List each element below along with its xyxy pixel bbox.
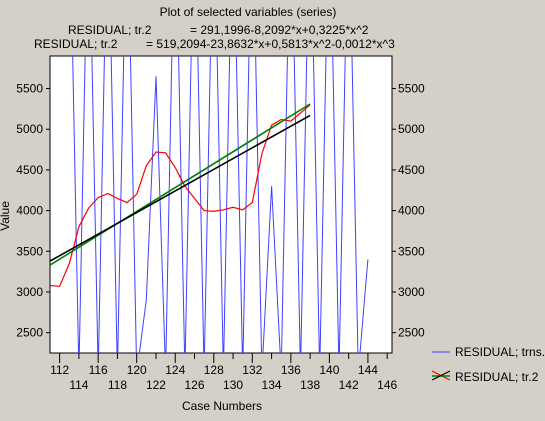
- x-tick-label-130: 130: [223, 378, 243, 392]
- y-tick-label-left-3500: 3500: [16, 244, 43, 258]
- series-line-1: [72, 56, 369, 353]
- y-tick-label-left-4000: 4000: [16, 204, 43, 218]
- x-tick-label-122: 122: [146, 378, 166, 392]
- x-tick-label-136: 136: [281, 363, 301, 377]
- legend-label-trns: RESIDUAL; trns.: [455, 345, 545, 359]
- y-axis-label: Value: [0, 201, 12, 231]
- y-tick-label-right-5000: 5000: [398, 122, 425, 136]
- equation-1-formula: = 291,1996-8,2092*x+0,3225*x^2: [190, 23, 369, 37]
- equation-2-formula: = 519,2094-23,8632*x+0,5813*x^2-0,0012*x…: [146, 37, 395, 51]
- legend: RESIDUAL; trns. RESIDUAL; tr.2: [431, 345, 545, 384]
- x-axis-label: Case Numbers: [182, 399, 262, 413]
- x-tick-label-140: 140: [319, 363, 339, 377]
- equation-2-label: RESIDUAL; tr.2: [34, 37, 118, 51]
- equation-1-label: RESIDUAL; tr.2: [68, 23, 152, 37]
- x-tick-label-112: 112: [50, 363, 69, 377]
- y-tick-label-left-5500: 5500: [16, 82, 43, 96]
- x-tick-label-126: 126: [184, 378, 204, 392]
- x-tick-label-120: 120: [127, 363, 147, 377]
- y-tick-label-right-4500: 4500: [398, 163, 425, 177]
- x-tick-label-142: 142: [339, 378, 359, 392]
- legend-label-tr2: RESIDUAL; tr.2: [455, 370, 539, 384]
- x-tick-label-138: 138: [300, 378, 320, 392]
- x-tick-label-144: 144: [358, 363, 378, 377]
- chart-title: Plot of selected variables (series): [160, 5, 337, 19]
- x-tick-label-134: 134: [262, 378, 282, 392]
- series-line-3: [50, 103, 311, 266]
- x-tick-label-132: 132: [242, 363, 262, 377]
- y-tick-label-right-2500: 2500: [398, 326, 425, 340]
- y-tick-label-right-4000: 4000: [398, 204, 425, 218]
- x-tick-label-116: 116: [89, 363, 108, 377]
- y-tick-label-right-3500: 3500: [398, 244, 425, 258]
- x-tick-label-118: 118: [108, 378, 127, 392]
- y-tick-label-left-3000: 3000: [16, 285, 43, 299]
- series-line-4: [50, 114, 311, 262]
- x-tick-label-128: 128: [204, 363, 224, 377]
- y-tick-label-right-3000: 3000: [398, 285, 425, 299]
- x-tick-label-146: 146: [377, 378, 397, 392]
- legend-swatch-tr2-black: [431, 370, 451, 381]
- plot-area: [49, 55, 393, 354]
- x-tick-label-124: 124: [165, 363, 185, 377]
- y-tick-label-left-4500: 4500: [16, 163, 43, 177]
- y-tick-label-left-2500: 2500: [16, 326, 43, 340]
- y-tick-label-right-5500: 5500: [398, 82, 425, 96]
- x-tick-label-114: 114: [69, 378, 88, 392]
- y-tick-label-left-5000: 5000: [16, 122, 43, 136]
